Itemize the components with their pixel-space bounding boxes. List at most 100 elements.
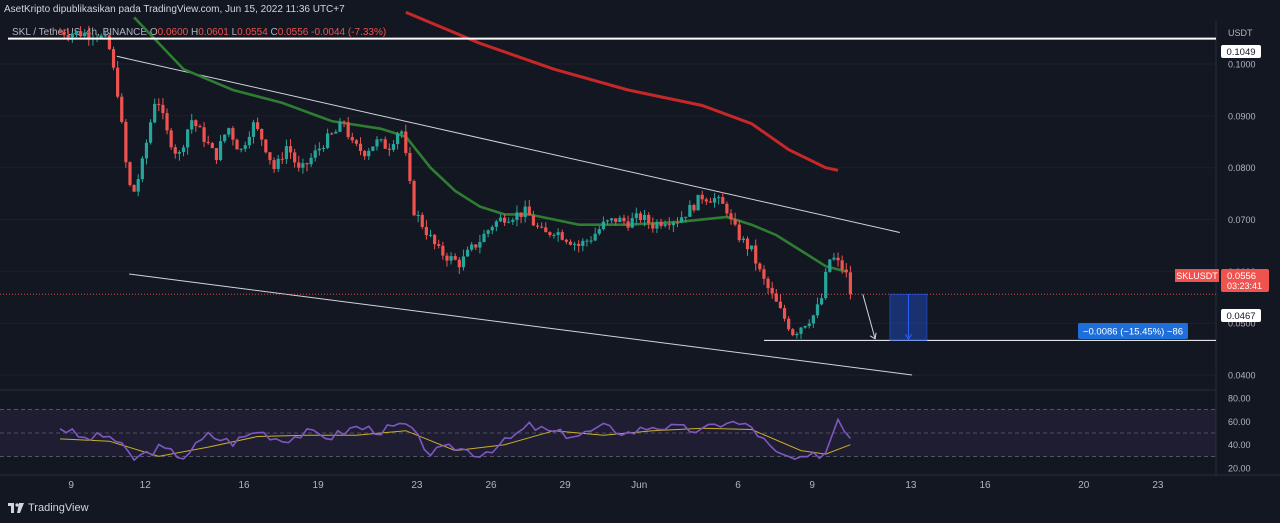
candle-body	[766, 278, 770, 288]
candle-body	[791, 329, 795, 336]
candle-body	[231, 128, 235, 140]
candle-body	[293, 152, 297, 163]
tradingview-brand[interactable]: TradingView	[8, 502, 89, 514]
measure-arrow-head	[905, 334, 912, 341]
candle-body	[688, 204, 692, 217]
candle-body	[762, 269, 766, 279]
candle-body	[519, 212, 523, 218]
candle-body	[548, 232, 552, 235]
candle-body	[638, 213, 643, 221]
candle-body	[420, 214, 424, 227]
candle-body	[227, 128, 231, 135]
last-price-tag: 0.0556	[1227, 271, 1256, 282]
candle-body	[198, 126, 202, 128]
candle-body	[836, 257, 840, 261]
rsi-tick-label: 20.00	[1228, 464, 1251, 474]
candle-body	[750, 245, 754, 250]
symbol-tag-box	[1175, 269, 1219, 282]
candle-body	[70, 33, 74, 38]
candle-body	[309, 157, 313, 165]
candle-body	[391, 144, 396, 150]
candle-body	[675, 222, 680, 224]
candle-body	[568, 241, 573, 245]
candle-body	[251, 122, 256, 137]
symbol-tag: SKLUSDT	[1176, 271, 1218, 281]
ma-slow-line	[405, 10, 839, 172]
candle-body	[564, 239, 568, 242]
candle-body	[256, 122, 260, 129]
candle-body	[787, 318, 791, 330]
candle-body	[325, 133, 330, 148]
rsi-tick-label: 40.00	[1228, 440, 1251, 450]
candle-body	[268, 152, 272, 161]
candle-body	[692, 204, 696, 211]
candle-body	[778, 301, 783, 309]
candle-body	[618, 217, 622, 223]
candle-body	[128, 162, 132, 185]
candle-body	[733, 219, 737, 225]
candle-body	[99, 35, 103, 38]
measure-label-box	[1078, 323, 1188, 339]
candle-body	[214, 148, 219, 161]
resistance-tag-box	[1221, 45, 1261, 58]
candle-body	[202, 127, 206, 142]
candle-body	[667, 224, 671, 226]
candle-body	[387, 148, 391, 150]
candle-body	[161, 104, 165, 114]
candle-body	[338, 121, 342, 132]
candle-body	[824, 271, 828, 299]
time-tick-label: 6	[735, 480, 741, 491]
candle-body	[651, 223, 655, 229]
candle-body	[535, 225, 540, 227]
candle-body	[540, 226, 544, 228]
candle-body	[819, 298, 824, 305]
candle-body	[441, 245, 445, 256]
candle-body	[58, 31, 62, 33]
candle-body	[272, 160, 276, 169]
candle-body	[729, 213, 733, 220]
candle-body	[461, 256, 466, 268]
candle-body	[622, 217, 626, 222]
open-label: O	[149, 27, 158, 38]
projection-arrow-head	[869, 332, 877, 340]
candle-body	[66, 35, 70, 38]
time-tick-label: 20	[1078, 480, 1090, 491]
candle-body	[153, 103, 157, 123]
candle-body	[634, 213, 638, 219]
channel-lower-line	[129, 273, 913, 376]
candle-body	[556, 232, 560, 235]
candle-body	[717, 197, 721, 199]
candle-body	[404, 131, 408, 153]
candle-body	[111, 49, 116, 68]
candle-body	[124, 121, 128, 163]
candle-body	[486, 230, 490, 234]
candle-body	[428, 234, 433, 236]
candle-body	[680, 217, 684, 223]
target-tag-box	[1221, 309, 1261, 322]
candle-body	[194, 120, 198, 127]
rsi-signal-line	[59, 427, 851, 457]
candle-body	[610, 218, 614, 221]
high-label: H	[191, 27, 199, 38]
candle-body	[334, 131, 338, 134]
candle-body	[503, 217, 507, 223]
candle-body	[383, 139, 387, 149]
candle-body	[136, 179, 140, 192]
candle-body	[507, 221, 511, 223]
change-value: -0.0044 (-7.33%)	[311, 27, 387, 38]
time-tick-label: 9	[68, 480, 74, 491]
candle-body	[671, 222, 675, 226]
candle-body	[655, 221, 659, 229]
price-tick-label: 0.0400	[1228, 371, 1256, 381]
candle-body	[375, 139, 379, 147]
time-tick-label: 26	[485, 480, 497, 491]
candle-body	[243, 145, 247, 149]
candle-body	[642, 214, 647, 221]
close-value: 0.0556	[277, 27, 309, 38]
candle-body	[379, 139, 383, 141]
candle-body	[531, 215, 536, 226]
close-label: C	[270, 27, 278, 38]
candle-body	[305, 163, 309, 165]
candle-body	[704, 199, 708, 202]
